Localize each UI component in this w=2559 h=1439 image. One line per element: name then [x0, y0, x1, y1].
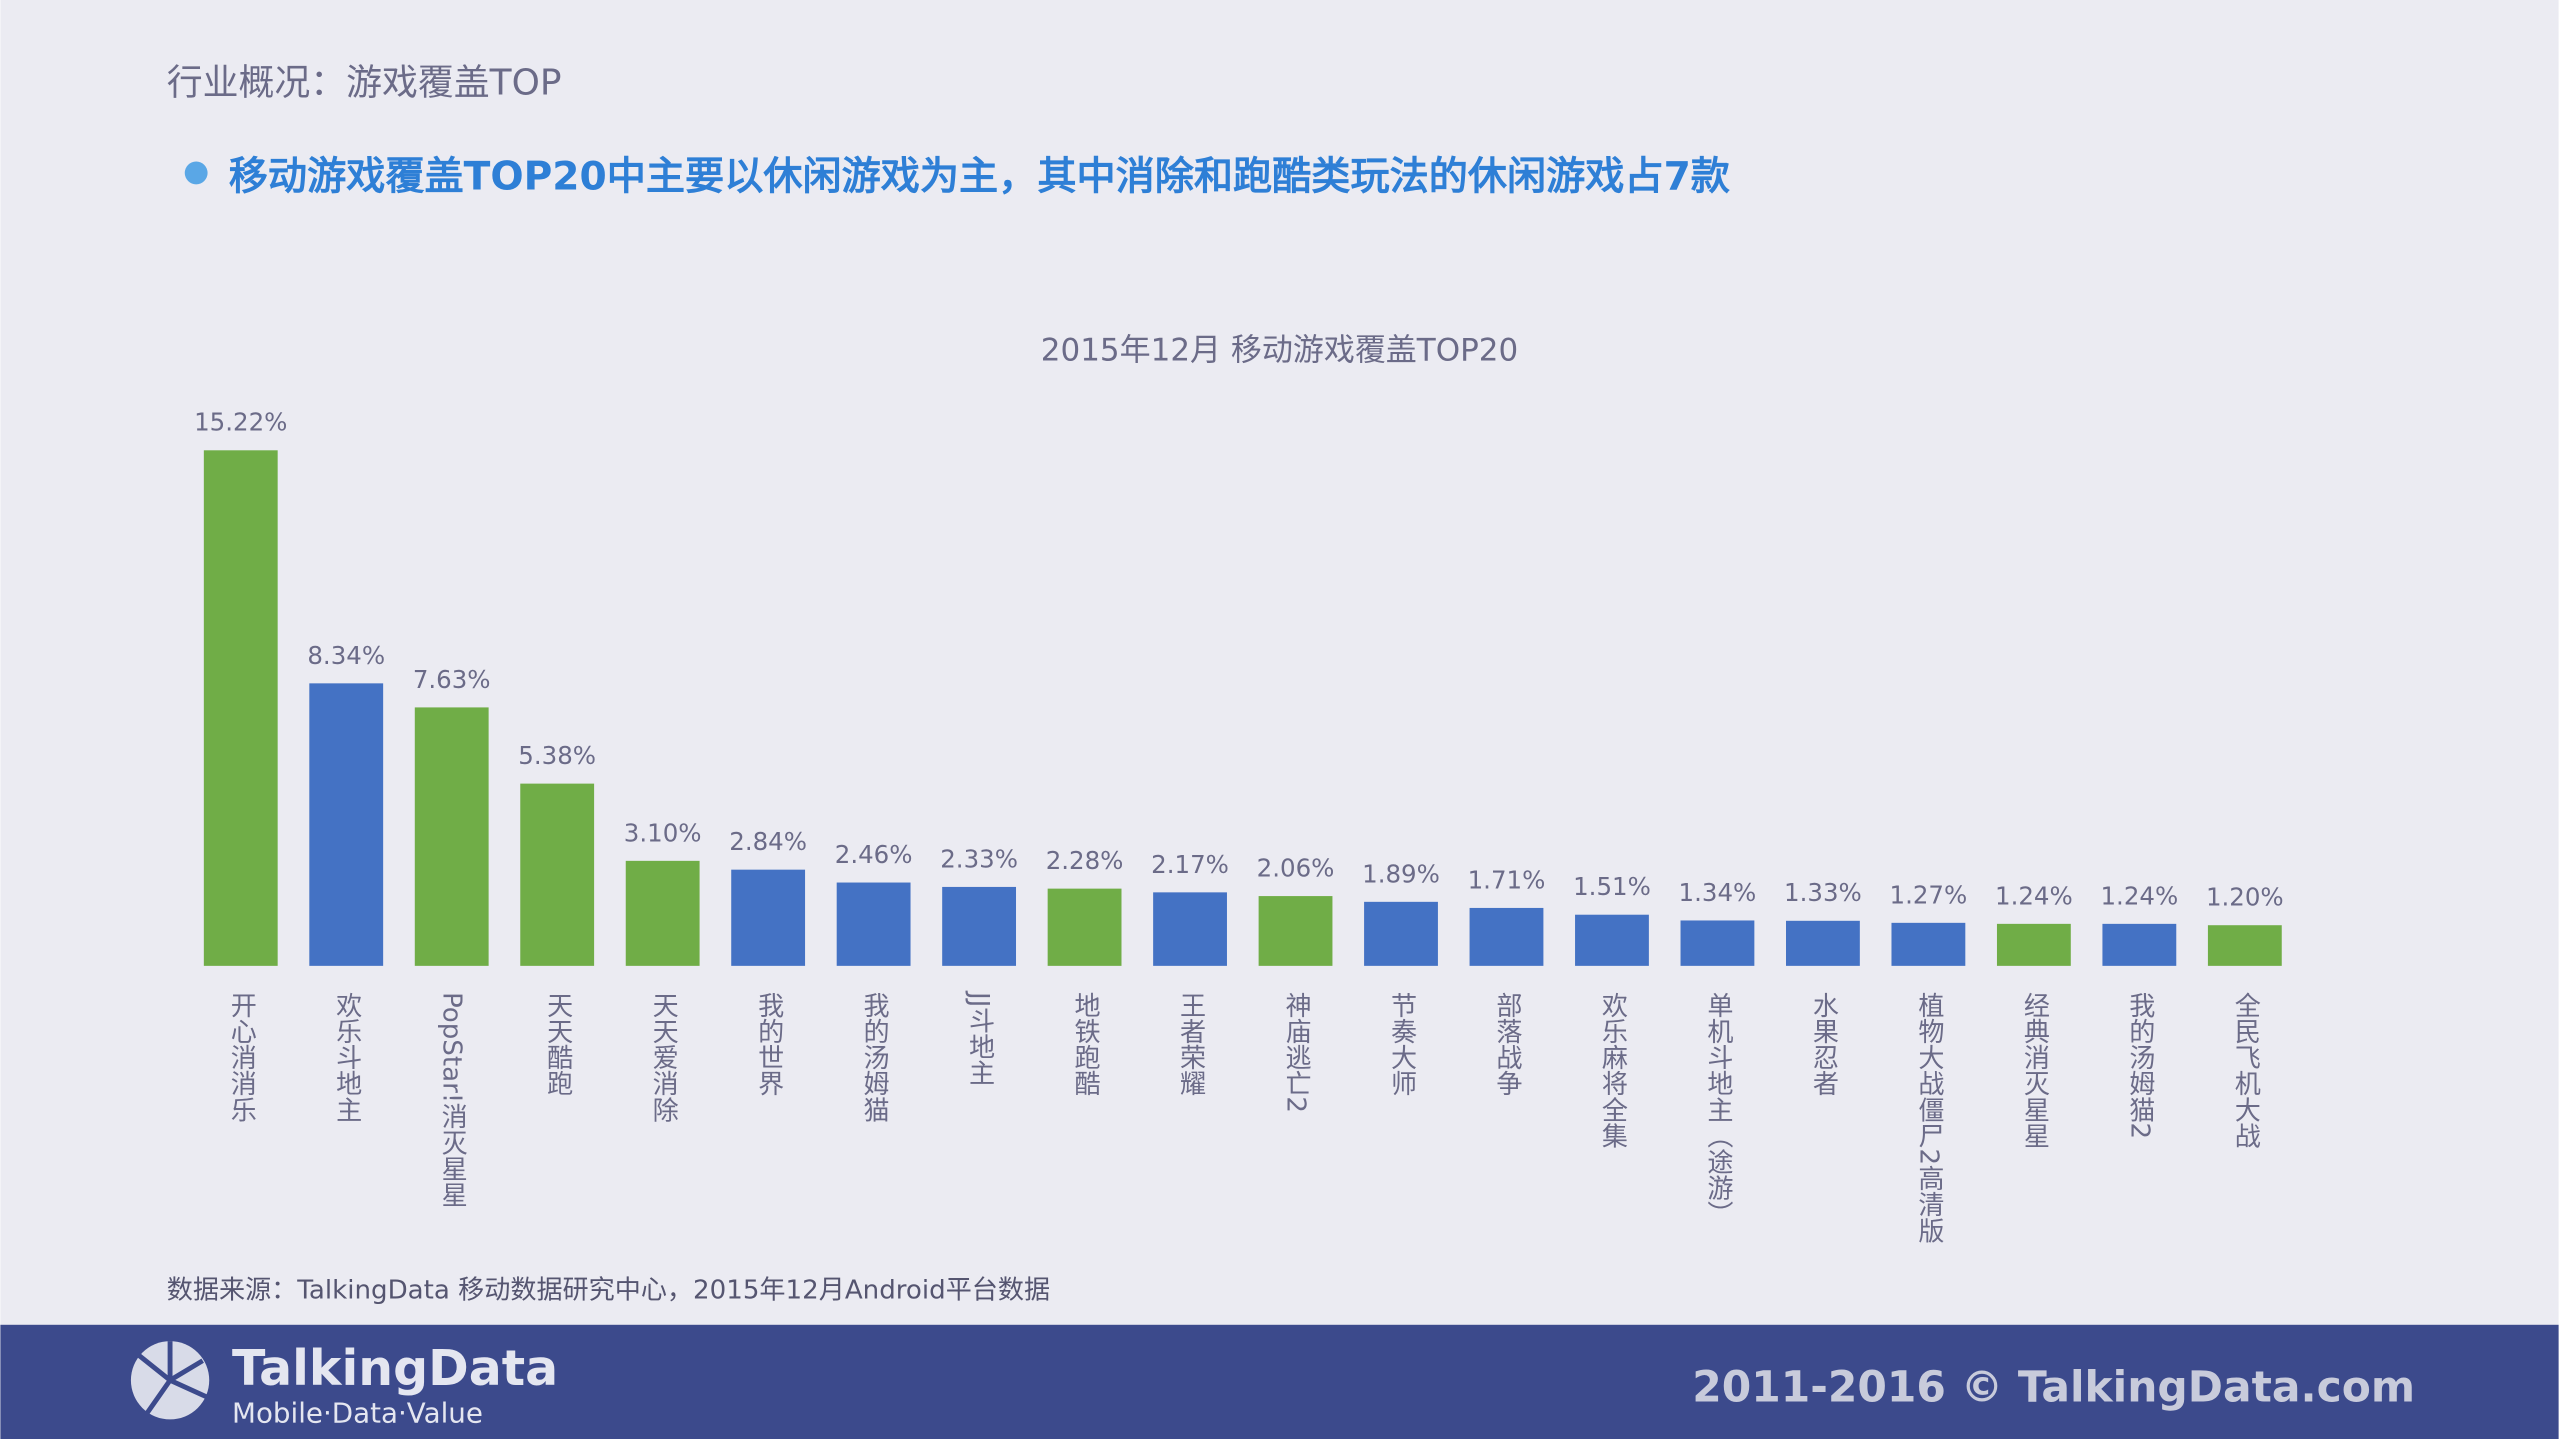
x-tick-label: 开心消消乐 [226, 992, 257, 1123]
bar [520, 783, 595, 966]
value-label: 2.46% [835, 840, 913, 869]
value-label: 2.06% [1257, 854, 1335, 883]
value-label: 1.89% [1362, 859, 1440, 888]
headline: 移动游戏覆盖TOP20中主要以休闲游戏为主，其中消除和跑酷类玩法的休闲游戏占7款 [229, 154, 1731, 199]
value-label: 7.63% [413, 665, 491, 694]
bar [1364, 901, 1438, 966]
x-tick-label: 地铁跑酷 [1070, 992, 1101, 1096]
value-label: 1.33% [1784, 878, 1862, 907]
tagline: Mobile·Data·Value [232, 1397, 483, 1430]
bar [1680, 920, 1755, 966]
value-label: 1.71% [1468, 865, 1546, 894]
x-tick-label: 我的汤姆猫2 [2124, 992, 2155, 1139]
plot: 15.22% 开心消消乐 8.34% 欢乐斗地主 7.63% PopStar!消灭星星 5.… [194, 408, 2284, 1244]
footer-bar [0, 1324, 2559, 1439]
x-tick-label: 欢乐斗地主 [331, 992, 362, 1123]
value-label: 8.34% [307, 641, 385, 670]
bar [836, 882, 911, 966]
bar [625, 860, 700, 966]
header-title: 行业概况：游戏覆盖TOP [167, 63, 562, 104]
value-label: 1.34% [1679, 878, 1757, 907]
logo-icon [130, 1341, 210, 1420]
x-tick-label: PopStar!消灭星星 [437, 992, 468, 1208]
bar [414, 707, 489, 966]
x-tick-label: 欢乐麻将全集 [1597, 992, 1628, 1149]
x-tick-label: 部落战争 [1491, 992, 1521, 1096]
value-label: 2.17% [1151, 850, 1229, 879]
bar [203, 450, 278, 966]
chart-title: 2015年12月 移动游戏覆盖TOP20 [1041, 333, 1518, 369]
value-label: 15.22% [194, 408, 287, 437]
x-tick-label: 我的世界 [753, 992, 783, 1096]
x-tick-label: 我的汤姆猫 [859, 992, 890, 1123]
x-tick-label: 经典消灭星星 [2019, 992, 2050, 1149]
bar [2207, 925, 2282, 966]
value-label: 3.10% [624, 818, 702, 847]
bar [309, 683, 384, 966]
x-tick-label: 天天爱消除 [648, 992, 679, 1123]
value-label: 2.28% [1046, 846, 1124, 875]
bar [1469, 907, 1544, 966]
x-tick-label: 天天酷跑 [542, 992, 573, 1096]
logo-text: TalkingData [232, 1340, 558, 1397]
bar [1891, 922, 1966, 966]
value-label: 1.24% [2100, 881, 2178, 910]
value-label: 2.84% [729, 827, 807, 856]
x-tick-label: 植物大战僵尸2高清版 [1913, 992, 1944, 1244]
source: 数据来源：TalkingData 移动数据研究中心，2015年12月Androi… [167, 1276, 1050, 1306]
value-label: 1.24% [1995, 881, 2073, 910]
bar [1258, 896, 1333, 966]
bar [731, 869, 806, 966]
x-tick-label: 王者荣耀 [1175, 992, 1206, 1096]
bar [1047, 888, 1122, 966]
x-tick-label: 神庙逃亡2 [1281, 992, 1312, 1113]
x-tick-label: JJ斗地主 [964, 990, 995, 1086]
bar [942, 886, 1017, 966]
x-tick-label: 节奏大师 [1386, 992, 1417, 1096]
bar [2102, 923, 2177, 966]
x-tick-label: 水果忍者 [1808, 992, 1839, 1096]
bar [1153, 892, 1227, 966]
value-label: 2.33% [940, 844, 1018, 873]
copyright: 2011-2016 © TalkingData.com [1692, 1363, 2415, 1412]
value-label: 1.27% [1890, 880, 1968, 909]
value-label: 5.38% [518, 741, 596, 770]
bullet [184, 161, 208, 185]
x-tick-label: 单机斗地主（途游） [1702, 992, 1733, 1227]
x-tick-label: 全民飞机大战 [2230, 992, 2261, 1149]
value-label: 1.20% [2206, 883, 2284, 912]
value-label: 1.51% [1573, 872, 1651, 901]
bar [1575, 914, 1649, 966]
bar [1786, 920, 1860, 966]
bar [1996, 923, 2071, 966]
